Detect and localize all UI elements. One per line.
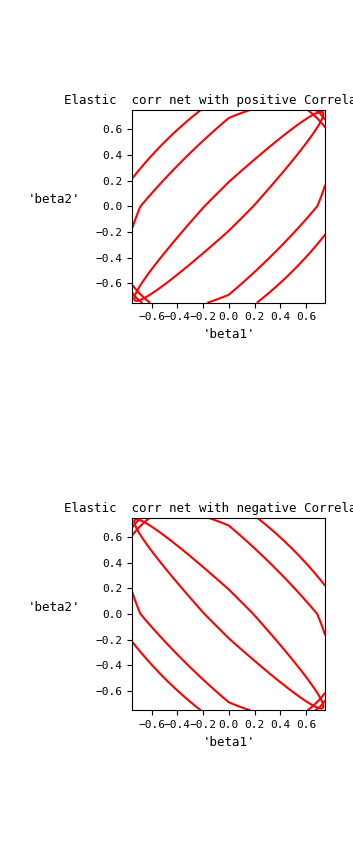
Title: Elastic  corr net with negative Correlations: Elastic corr net with negative Correlati… bbox=[64, 502, 353, 515]
X-axis label: 'beta1': 'beta1' bbox=[203, 736, 255, 749]
Y-axis label: 'beta2': 'beta2' bbox=[28, 601, 80, 614]
X-axis label: 'beta1': 'beta1' bbox=[203, 328, 255, 341]
Y-axis label: 'beta2': 'beta2' bbox=[28, 193, 80, 207]
Title: Elastic  corr net with positive Correlations: Elastic corr net with positive Correlati… bbox=[64, 94, 353, 107]
